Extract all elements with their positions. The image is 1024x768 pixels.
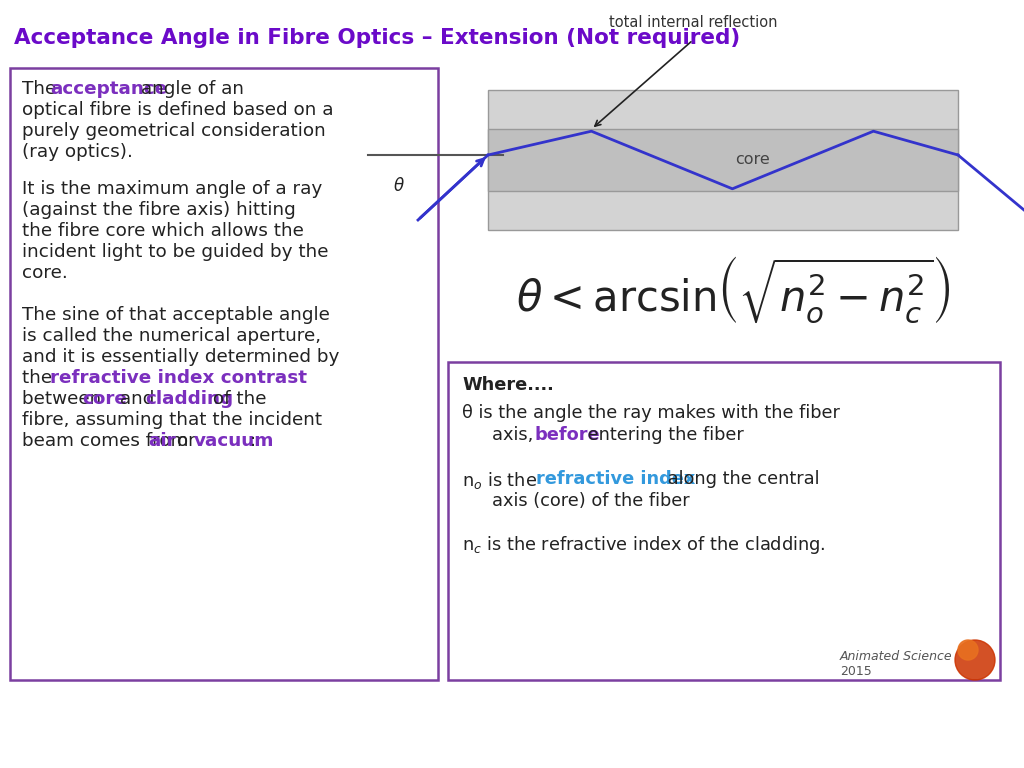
Text: is called the numerical aperture,: is called the numerical aperture, [22,327,321,345]
Text: or: or [171,432,202,450]
Text: optical fibre is defined based on a: optical fibre is defined based on a [22,101,334,119]
Text: refractive index: refractive index [536,470,695,488]
Text: axis,: axis, [492,426,539,444]
Text: vacuum: vacuum [194,432,274,450]
Text: The: The [22,80,62,98]
Text: n$_c$ is the refractive index of the cladding.: n$_c$ is the refractive index of the cla… [462,534,825,556]
Text: axis (core) of the fiber: axis (core) of the fiber [492,492,689,510]
Text: core.: core. [22,264,68,282]
Text: (ray optics).: (ray optics). [22,143,133,161]
Text: beam comes from: beam comes from [22,432,195,450]
Text: θ is the angle the ray makes with the fiber: θ is the angle the ray makes with the fi… [462,404,840,422]
FancyBboxPatch shape [10,68,438,680]
Text: Animated Science: Animated Science [840,650,952,663]
Text: purely geometrical consideration: purely geometrical consideration [22,122,326,140]
FancyBboxPatch shape [449,362,1000,680]
Text: core: core [735,153,770,167]
Text: and: and [114,390,160,408]
Text: It is the maximum angle of a ray: It is the maximum angle of a ray [22,180,323,198]
Bar [488,129,958,190]
Text: cladding: cladding [145,390,233,408]
Text: angle of an: angle of an [135,80,244,98]
Text: The sine of that acceptable angle: The sine of that acceptable angle [22,306,330,324]
Text: acceptance: acceptance [50,80,167,98]
Text: and it is essentially determined by: and it is essentially determined by [22,348,339,366]
Text: before: before [534,426,600,444]
Text: Where....: Where.... [462,376,554,394]
Bar [488,90,958,230]
Text: refractive index contrast: refractive index contrast [50,369,307,387]
Text: (against the fibre axis) hitting: (against the fibre axis) hitting [22,201,296,219]
Text: $\theta$: $\theta$ [393,177,404,195]
Circle shape [955,640,995,680]
Text: along the central: along the central [662,470,819,488]
Text: core: core [82,390,127,408]
Text: air: air [148,432,176,450]
Text: 2015: 2015 [840,665,871,678]
Text: n$_o$ is the: n$_o$ is the [462,470,539,491]
Text: :: : [250,432,256,450]
Circle shape [958,640,978,660]
Text: between: between [22,390,108,408]
Text: fibre, assuming that the incident: fibre, assuming that the incident [22,411,323,429]
Text: Acceptance Angle in Fibre Optics – Extension (Not required): Acceptance Angle in Fibre Optics – Exten… [14,28,740,48]
Text: the: the [22,369,58,387]
Text: of the: of the [207,390,266,408]
Text: incident light to be guided by the: incident light to be guided by the [22,243,329,261]
Text: total internal reflection: total internal reflection [608,15,777,30]
Text: $\theta < \arcsin\!\left(\sqrt{n_o^2 - n_c^2}\right)$: $\theta < \arcsin\!\left(\sqrt{n_o^2 - n… [515,255,950,325]
Text: the fibre core which allows the: the fibre core which allows the [22,222,304,240]
Text: entering the fiber: entering the fiber [582,426,743,444]
